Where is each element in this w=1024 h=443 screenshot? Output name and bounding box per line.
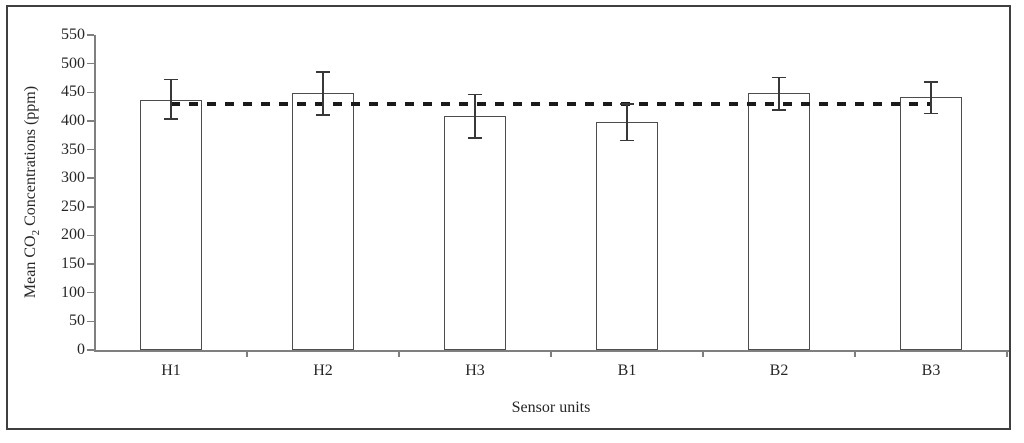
error-bar-cap-bottom-B3 — [924, 112, 938, 115]
y-axis-tick — [87, 62, 94, 65]
error-bar-line-H1 — [170, 79, 172, 120]
bar-B2 — [748, 92, 810, 350]
y-axis-tick-label: 300 — [61, 169, 85, 187]
y-axis-tick-label: 150 — [61, 255, 85, 273]
bar-H2 — [292, 93, 354, 350]
y-axis-tick — [87, 120, 94, 122]
y-axis-tick — [87, 206, 94, 208]
x-axis-category-label-H3: H3 — [465, 362, 485, 379]
error-bar-cap-bottom-H3 — [468, 137, 482, 139]
error-bar-line-B1 — [626, 103, 628, 141]
y-axis-tick-label: 50 — [69, 312, 85, 330]
y-axis-tick-label: 100 — [61, 283, 85, 301]
error-bar-cap-top-H1 — [164, 78, 178, 81]
y-axis-tick — [87, 148, 94, 151]
y-axis-tick — [87, 291, 94, 294]
y-axis-tick — [87, 34, 94, 36]
x-axis-category-label-B3: B3 — [921, 362, 941, 379]
error-bar-cap-bottom-B1 — [620, 139, 634, 142]
y-axis-tick-label: 0 — [77, 341, 85, 358]
error-bar-cap-top-B3 — [924, 81, 938, 83]
y-axis-tick-label: 250 — [61, 197, 85, 215]
y-axis-tick — [87, 177, 94, 179]
error-bar-cap-bottom-H2 — [316, 114, 330, 116]
bar-H3 — [444, 116, 506, 350]
error-bar-line-B3 — [930, 81, 932, 114]
x-axis-tick — [702, 350, 704, 357]
y-axis-tick — [87, 91, 94, 94]
error-bar-line-H2 — [322, 72, 324, 116]
error-bar-cap-top-H2 — [316, 71, 330, 74]
x-axis-tick — [398, 350, 400, 357]
error-bar-cap-bottom-H1 — [164, 118, 178, 120]
error-bar-cap-top-B2 — [772, 76, 786, 79]
bar-B3 — [900, 97, 962, 350]
x-axis-tick — [550, 350, 552, 357]
error-bar-line-B2 — [778, 77, 780, 111]
y-axis-tick-label: 400 — [61, 111, 85, 129]
y-axis-tick-label: 550 — [61, 26, 85, 43]
x-axis-category-label-B1: B1 — [617, 362, 637, 379]
y-axis-tick-label: 500 — [61, 54, 85, 72]
y-axis-line — [94, 35, 96, 352]
x-axis-title: Sensor units — [511, 399, 591, 416]
chart-outer-frame — [6, 5, 1011, 430]
y-axis-tick-label: 450 — [61, 83, 85, 101]
x-axis-category-label-B2: B2 — [769, 362, 789, 379]
bar-B1 — [596, 122, 658, 350]
x-axis-tick — [854, 350, 856, 357]
bar-H1 — [140, 99, 202, 350]
y-axis-tick — [87, 263, 94, 265]
error-bar-cap-top-H3 — [468, 93, 482, 96]
y-axis-tick-label: 200 — [61, 226, 85, 244]
y-axis-tick — [87, 349, 94, 351]
y-axis-tick — [87, 320, 94, 323]
mean-reference-line — [171, 101, 931, 106]
x-axis-category-label-H2: H2 — [313, 362, 333, 379]
x-axis-category-label-H1: H1 — [161, 362, 181, 379]
error-bar-cap-bottom-B2 — [772, 109, 786, 111]
y-axis-tick — [87, 234, 94, 237]
x-axis-tick — [246, 350, 248, 357]
error-bar-line-H3 — [474, 94, 476, 139]
x-axis-tick — [1006, 350, 1008, 357]
error-bar-cap-top-B1 — [620, 102, 634, 105]
y-axis-tick-label: 350 — [61, 140, 85, 158]
